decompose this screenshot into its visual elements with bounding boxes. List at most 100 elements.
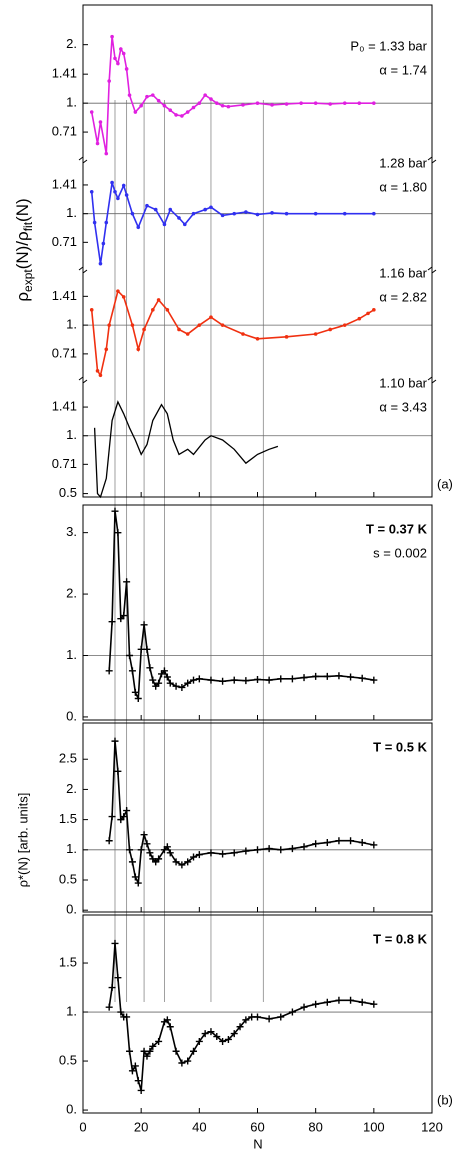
point (126, 652, 134, 659)
point (313, 101, 318, 105)
x-tick-label: 20 (134, 1119, 148, 1134)
point (172, 858, 180, 866)
point (140, 831, 148, 839)
point (177, 327, 181, 332)
point (347, 837, 355, 845)
point (133, 110, 138, 114)
point (131, 1062, 139, 1070)
y-tick-label: 1. (66, 317, 77, 332)
point (185, 110, 190, 114)
point (265, 676, 273, 684)
point (182, 222, 187, 227)
data-line (90, 182, 374, 264)
point (117, 1008, 125, 1016)
point (270, 103, 274, 107)
point (114, 529, 122, 537)
y-axis-label: ρ*(N) [arb. units] (15, 793, 30, 888)
point (342, 323, 347, 327)
point (366, 311, 370, 316)
point (254, 1013, 261, 1021)
point (370, 1000, 378, 1008)
point (342, 101, 347, 105)
point (108, 984, 116, 992)
point (156, 298, 161, 302)
point (177, 216, 181, 220)
point (372, 308, 376, 312)
y-tick-label: 0.71 (52, 124, 77, 139)
y-tick-label: 0. (66, 902, 77, 917)
point (137, 1086, 145, 1094)
point (98, 261, 103, 266)
annotation: α = 2.82 (379, 289, 427, 304)
point (197, 101, 202, 105)
y-tick-label: 0.71 (52, 345, 77, 360)
point (155, 855, 163, 863)
point (313, 332, 318, 336)
panel-label: (b) (437, 1092, 453, 1107)
point (119, 47, 123, 51)
point (284, 335, 289, 339)
point (140, 621, 148, 629)
point (190, 853, 198, 861)
point (300, 1003, 308, 1011)
point (130, 211, 135, 216)
point (203, 93, 207, 97)
point (357, 316, 362, 321)
annotation: s = 0.002 (373, 545, 427, 560)
point (288, 675, 296, 683)
point (232, 211, 237, 216)
y-tick-label: 2.5 (59, 751, 77, 766)
y-tick-label: 1.41 (52, 66, 77, 81)
point (220, 323, 225, 327)
point (126, 1047, 134, 1055)
point (105, 1003, 113, 1011)
point (195, 851, 203, 859)
point (335, 672, 343, 680)
point (131, 873, 139, 881)
point (284, 211, 289, 216)
y-tick-label: 2. (66, 586, 77, 601)
point (105, 837, 113, 845)
point (195, 1037, 203, 1045)
point (335, 837, 343, 845)
point (121, 295, 126, 299)
point (209, 315, 213, 319)
point (323, 839, 331, 847)
point (136, 225, 141, 230)
y-tick-label: 2. (66, 36, 77, 51)
point (95, 141, 100, 146)
panel-b2-frame (82, 722, 433, 913)
point (110, 34, 114, 39)
point (124, 193, 129, 197)
annotation: 1.28 bar (379, 155, 427, 170)
point (149, 676, 157, 684)
point (254, 846, 261, 854)
point (116, 289, 120, 293)
point (89, 308, 94, 312)
point (184, 679, 192, 687)
point (236, 1023, 244, 1031)
y-tick-label: 0.5 (59, 1052, 77, 1067)
point (347, 996, 355, 1004)
point (207, 1028, 215, 1036)
y-axis-label-part: expt (21, 269, 35, 292)
point (121, 183, 126, 188)
y-axis-label-part: fit (21, 221, 35, 231)
point (116, 196, 120, 201)
x-axis-label: N (253, 1136, 262, 1151)
point (220, 103, 225, 108)
point (111, 939, 119, 947)
point (113, 56, 117, 61)
point (104, 151, 109, 156)
point (226, 104, 231, 109)
point (184, 1057, 192, 1065)
point (312, 672, 320, 680)
point (128, 667, 136, 675)
panel-label: (a) (437, 476, 453, 491)
point (288, 845, 296, 853)
point (146, 849, 154, 857)
point (230, 849, 238, 857)
point (358, 674, 366, 682)
point (137, 846, 145, 854)
